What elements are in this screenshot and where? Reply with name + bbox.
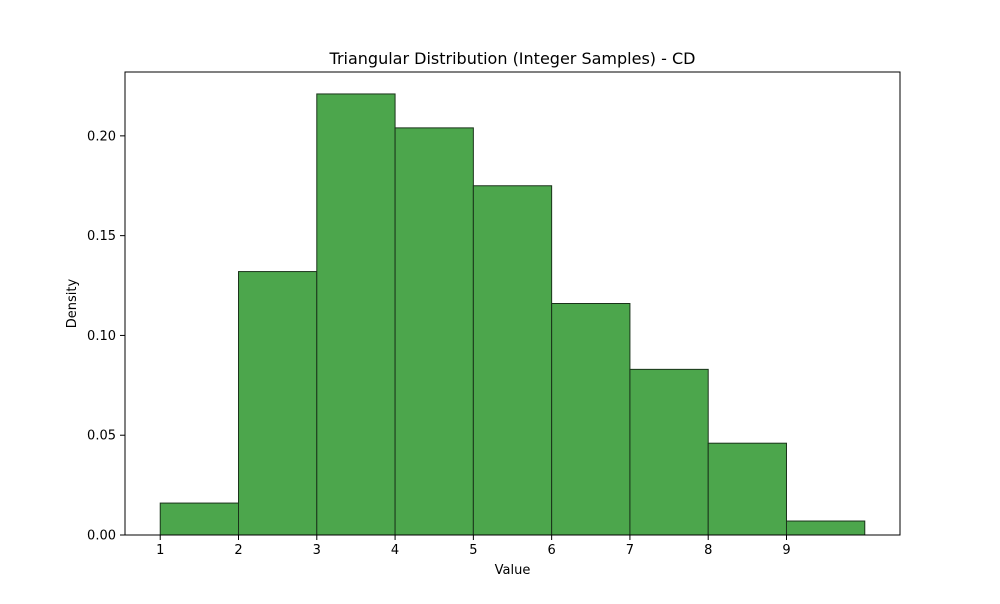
y-tick-label: 0.05 bbox=[87, 429, 116, 444]
y-axis: 0.00 0.05 0.10 0.15 0.20 bbox=[87, 129, 125, 544]
y-tick-label: 0.20 bbox=[87, 129, 116, 144]
plot-frame bbox=[124, 71, 901, 536]
chart-title: Triangular Distribution (Integer Samples… bbox=[329, 49, 696, 68]
y-axis-label: Density bbox=[65, 278, 80, 328]
x-tick-label: 6 bbox=[548, 543, 556, 558]
histogram-bar-2 bbox=[238, 271, 318, 536]
histogram-bar-1 bbox=[159, 502, 240, 536]
x-axis-label: Value bbox=[495, 563, 531, 578]
x-tick-label: 8 bbox=[704, 543, 712, 558]
histogram-bar-9 bbox=[785, 520, 866, 536]
x-tick-label: 4 bbox=[391, 543, 399, 558]
histogram-bar-3 bbox=[316, 93, 396, 536]
x-tick-label: 2 bbox=[234, 543, 242, 558]
histogram-bar-7 bbox=[629, 368, 709, 536]
histogram-bar-5 bbox=[472, 185, 553, 536]
y-tick-label: 0.10 bbox=[87, 329, 116, 344]
y-tick-label: 0.00 bbox=[87, 529, 116, 544]
x-tick-label: 5 bbox=[469, 543, 477, 558]
histogram-bar-8 bbox=[707, 442, 787, 536]
x-axis: 1 2 3 4 5 6 7 8 9 bbox=[156, 535, 791, 558]
histogram-bar-4 bbox=[394, 127, 474, 536]
histogram-bar-6 bbox=[551, 303, 631, 536]
bars-layer bbox=[159, 93, 866, 536]
y-tick-label: 0.15 bbox=[87, 229, 116, 244]
x-tick-label: 7 bbox=[626, 543, 634, 558]
x-tick-label: 3 bbox=[313, 543, 321, 558]
x-tick-label: 1 bbox=[156, 543, 164, 558]
x-tick-label: 9 bbox=[782, 543, 790, 558]
